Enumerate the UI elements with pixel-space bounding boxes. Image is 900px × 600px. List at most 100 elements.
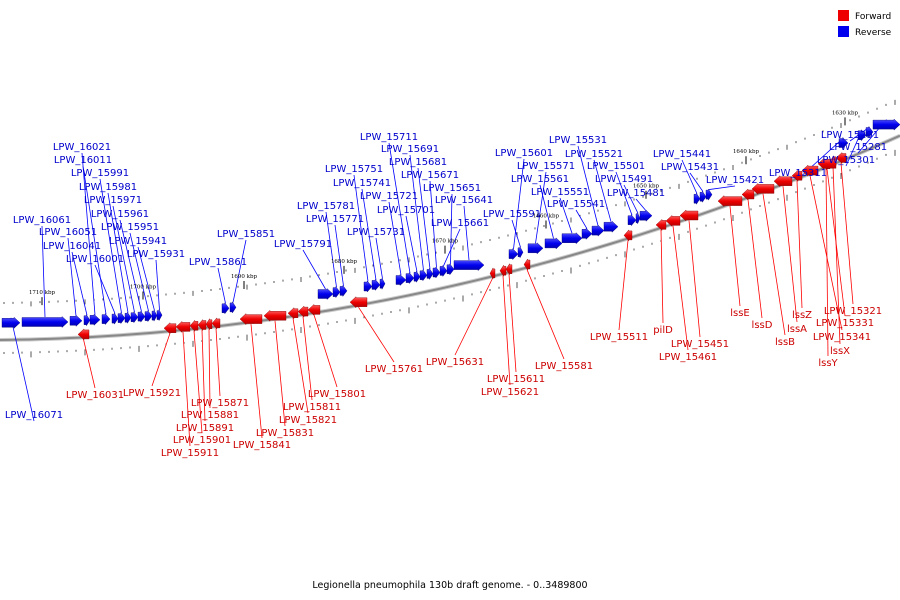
legend-reverse-label: Reverse — [855, 28, 892, 38]
gene-arrow-LPW_15421[interactable] — [705, 188, 713, 201]
gene-arrow-LPW_15761[interactable] — [349, 296, 368, 309]
gene-arrow-LPW_15591[interactable] — [517, 246, 524, 258]
gene-arrow-LPW_16001[interactable] — [111, 312, 119, 325]
leader-line — [575, 209, 588, 230]
gene-arrow-LPW_15841[interactable] — [239, 313, 263, 326]
leader-line — [535, 171, 547, 244]
gene-arrow-LPW_15851[interactable] — [229, 301, 237, 314]
gene-arrow-LPW_15431[interactable] — [699, 190, 707, 203]
gene-arrow-LPW_15921[interactable] — [163, 322, 177, 335]
gene-arrow-LPW_15491[interactable] — [635, 212, 641, 224]
gene-arrow-LPW_15721[interactable] — [395, 274, 407, 286]
gene-arrow-LPW_15811[interactable] — [297, 305, 309, 318]
gene-arrow-LPW_15741[interactable] — [371, 278, 381, 291]
gene-arrow-LPW_15531[interactable] — [591, 224, 605, 237]
gene-arrow-LPW_16071[interactable] — [1, 316, 21, 329]
gene-arrow-LPW_15571[interactable] — [527, 242, 544, 255]
gene-arrow-LPW_15581[interactable] — [523, 258, 531, 271]
gene-arrow-LPW_15981[interactable] — [124, 311, 132, 324]
gene-arrow-LPW_15901[interactable] — [189, 319, 199, 332]
gene-label-LPW_16001: LPW_16001 — [66, 254, 124, 265]
gene-arrow-lssZ[interactable] — [791, 169, 803, 182]
gene-arrow-LPW_15601[interactable] — [508, 248, 519, 261]
gene-label-LPW_15611: LPW_15611 — [487, 374, 545, 385]
gene-arrow-LPW_15281[interactable] — [872, 118, 900, 131]
gene-arrow-LPW_16051[interactable] — [69, 314, 83, 327]
gene-label-LPW_15761: LPW_15761 — [365, 364, 423, 375]
gene-arrow-LPW_15541[interactable] — [581, 227, 593, 240]
leader-line — [826, 168, 846, 317]
gene-arrow-LPW_15331[interactable] — [817, 157, 837, 170]
gene-arrow-LPW_15911[interactable] — [175, 320, 191, 333]
gene-arrow-LPW_15691[interactable] — [419, 269, 428, 282]
gene-label-LPW_15731: LPW_15731 — [347, 227, 405, 238]
gene-arrow-LPW_15311[interactable] — [838, 137, 849, 149]
gene-arrow-LPW_16041[interactable] — [83, 314, 91, 327]
gene-arrow-lssB[interactable] — [751, 182, 775, 195]
gene-label-LPW_15821: LPW_15821 — [279, 415, 337, 426]
gene-label-LPW_15981: LPW_15981 — [79, 182, 137, 193]
gene-arrow-LPW_15461[interactable] — [665, 214, 681, 227]
gene-arrow-LPW_15321[interactable] — [835, 152, 847, 164]
gene-arrow-LPW_16061[interactable] — [21, 316, 69, 328]
gene-arrow-LPW_15781[interactable] — [332, 286, 341, 299]
gene-arrow-LPW_15611[interactable] — [505, 263, 513, 276]
gene-arrow-lssA[interactable] — [773, 175, 793, 188]
gene-arrow-LPW_15681[interactable] — [426, 267, 434, 281]
gene-arrow-LPW_15971[interactable] — [130, 311, 139, 324]
gene-layer — [1, 118, 900, 341]
gene-arrow-LPW_15661[interactable] — [439, 264, 448, 277]
gene-label-LPW_15961: LPW_15961 — [91, 209, 149, 220]
gene-arrow-LPW_15831[interactable] — [263, 309, 287, 322]
gene-arrow-lssE[interactable] — [717, 195, 743, 208]
gene-arrow-LPW_15821[interactable] — [287, 307, 299, 320]
gene-arrow-LPW_15731[interactable] — [379, 278, 386, 290]
gene-arrow-LPW_16011[interactable] — [101, 313, 111, 326]
gene-arrow-LPW_15701[interactable] — [413, 270, 421, 283]
gene-arrow-LPW_15641[interactable] — [453, 259, 485, 272]
gene-arrow-pilD[interactable] — [655, 218, 667, 231]
gene-arrow-lssD[interactable] — [741, 188, 755, 201]
gene-arrow-LPW_15651[interactable] — [446, 263, 455, 276]
gene-arrow-LPW_15951[interactable] — [144, 310, 153, 323]
gene-arrow-LPW_15481[interactable] — [639, 209, 653, 222]
leader-line — [82, 165, 107, 315]
gene-arrow-LPW_15301[interactable] — [857, 129, 867, 142]
gene-arrow-LPW_15891[interactable] — [197, 318, 207, 332]
gene-arrow-LPW_15441[interactable] — [693, 192, 701, 205]
gene-arrow-LPW_16031[interactable] — [77, 328, 90, 341]
gene-label-LPW_15581: LPW_15581 — [535, 361, 593, 372]
gene-label-LPW_15681: LPW_15681 — [389, 157, 447, 168]
gene-label-LPW_15871: LPW_15871 — [191, 398, 249, 409]
gene-arrow-LPW_15991[interactable] — [117, 312, 126, 325]
gene-arrow-LPW_15861[interactable] — [221, 302, 230, 315]
gene-arrow-LPW_15801[interactable] — [307, 303, 321, 316]
gene-label-LPW_15571: LPW_15571 — [517, 161, 575, 172]
leader-line — [10, 317, 35, 422]
gene-arrow-LPW_15451[interactable] — [679, 209, 699, 222]
gene-arrow-LPW_15711[interactable] — [405, 272, 415, 285]
gene-arrow-LPW_15621[interactable] — [499, 264, 507, 277]
gene-arrow-LPW_15521[interactable] — [603, 220, 619, 233]
gene-arrow-LPW_15771[interactable] — [339, 284, 348, 297]
gene-arrow-LPW_15671[interactable] — [432, 266, 441, 279]
gene-label-LPW_15321: LPW_15321 — [824, 306, 882, 317]
leader-line — [41, 225, 46, 318]
gene-arrow-LPW_15881[interactable] — [205, 318, 213, 331]
gene-arrow-LPW_15511[interactable] — [623, 229, 633, 242]
gene-arrow-LPW_15501[interactable] — [627, 214, 637, 227]
gene-arrow-LPW_15941[interactable] — [151, 310, 158, 322]
gene-arrow-LPW_15871[interactable] — [211, 317, 221, 330]
gene-arrow-LPW_15751[interactable] — [363, 280, 373, 293]
gene-arrow-LPW_15341[interactable] — [801, 164, 819, 177]
gene-arrow-LPW_15961[interactable] — [137, 310, 146, 323]
gene-arrow-LPW_15631[interactable] — [489, 267, 496, 279]
gene-label-LPW_15951: LPW_15951 — [101, 222, 159, 233]
gene-label-LPW_15791: LPW_15791 — [274, 239, 332, 250]
gene-arrow-LPW_15561[interactable] — [544, 237, 563, 250]
gene-arrow-LPW_15931[interactable] — [156, 309, 163, 321]
gene-arrow-LPW_15551[interactable] — [561, 232, 583, 245]
gene-arrow-LPW_15291[interactable] — [865, 125, 874, 139]
gene-arrow-LPW_15791[interactable] — [317, 288, 334, 300]
gene-arrow-LPW_16021[interactable] — [89, 313, 101, 326]
